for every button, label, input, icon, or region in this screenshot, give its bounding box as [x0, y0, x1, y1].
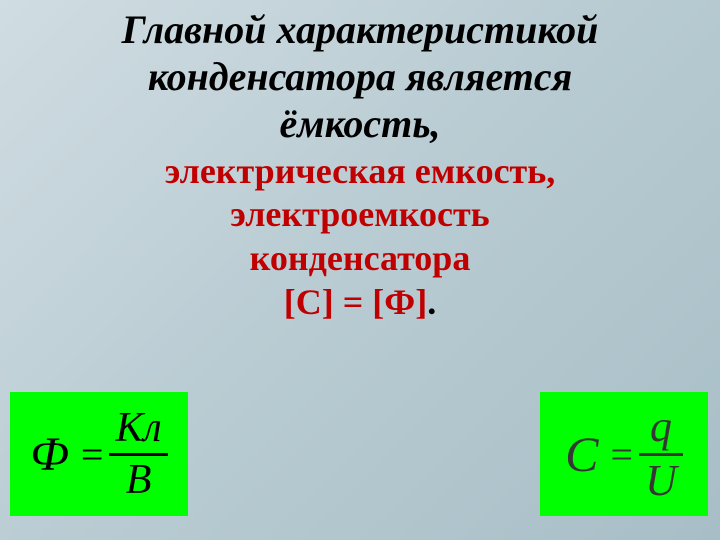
formula-box-capacitance: C = q U [540, 392, 708, 516]
equals-sign: = [611, 431, 634, 478]
sub-line-4-dot: . [427, 282, 436, 322]
farad-numerator: Кл [109, 406, 167, 450]
sub-line-2: электроемкость [230, 194, 489, 234]
formula-box-farad-definition: Ф = Кл В [10, 392, 188, 516]
slide-heading: Главной характеристикой конденсатора явл… [0, 0, 720, 148]
capacitance-numerator: q [644, 404, 678, 450]
sub-line-1: электрическая емкость, [165, 151, 556, 191]
slide: Главной характеристикой конденсатора явл… [0, 0, 720, 540]
equals-sign: = [81, 431, 104, 478]
slide-subheading: электрическая емкость, электроемкость ко… [0, 150, 720, 326]
sub-line-4-formula: [C] = [Ф] [284, 282, 427, 322]
heading-line-3: ёмкость, [279, 101, 440, 146]
equation-capacitance: C = q U [565, 404, 683, 503]
farad-denominator: В [120, 458, 158, 502]
capacitance-denominator: U [639, 458, 683, 504]
fraction: Кл В [109, 406, 167, 501]
fraction-bar [109, 453, 167, 456]
sub-line-3: конденсатора [250, 238, 471, 278]
heading-line-2: конденсатора является [148, 54, 572, 99]
equation-farad: Ф = Кл В [30, 406, 167, 501]
fraction: q U [639, 404, 683, 503]
capacitance-lhs: C [565, 425, 598, 483]
farad-lhs: Ф [30, 427, 69, 482]
heading-line-1: Главной характеристикой [122, 7, 599, 52]
